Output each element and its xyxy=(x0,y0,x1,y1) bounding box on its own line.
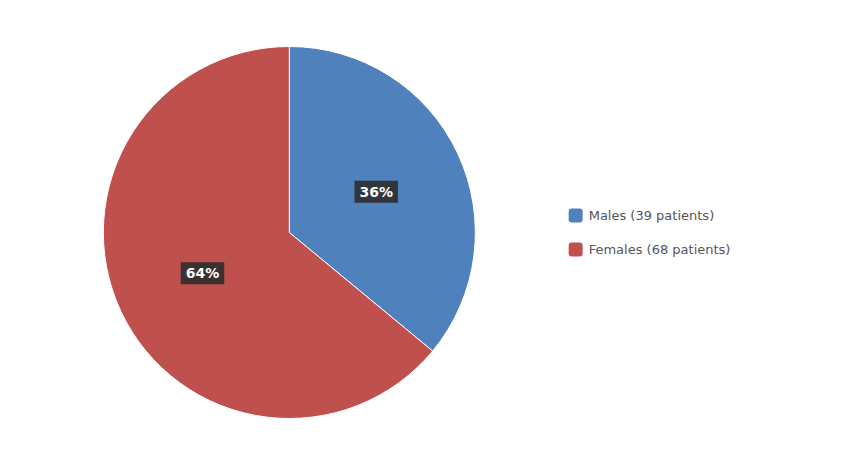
svg-text:36%: 36% xyxy=(359,184,393,200)
svg-text:Females (68 patients): Females (68 patients) xyxy=(589,242,731,257)
svg-text:64%: 64% xyxy=(186,265,220,281)
svg-text:Males (39 patients): Males (39 patients) xyxy=(589,208,715,223)
